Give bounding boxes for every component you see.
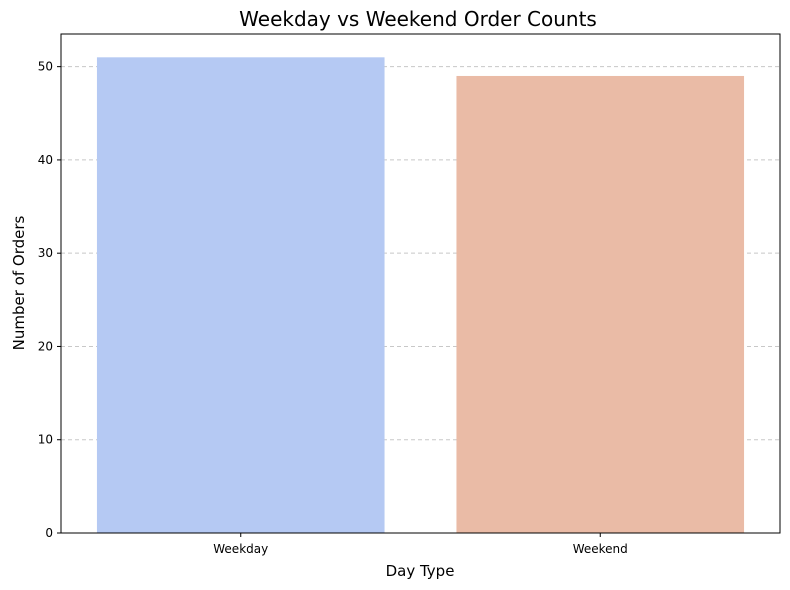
y-tick-label: 20 [38, 339, 53, 353]
y-tick-label: 50 [38, 60, 53, 74]
axes [57, 33, 781, 537]
x-tick-label: Weekday [213, 542, 268, 556]
plot-frame [60, 33, 781, 534]
y-tick-label: 40 [38, 153, 53, 167]
x-axis-label: Day Type [386, 562, 455, 580]
y-tick-label: 10 [38, 433, 53, 447]
tick-labels: 0 10 20 30 40 50 Weekday Weekend [38, 60, 628, 556]
bar-weekday [96, 57, 385, 534]
y-tick-label: 30 [38, 246, 53, 260]
x-tick-label: Weekend [573, 542, 628, 556]
bar-weekend [456, 75, 745, 534]
bars [96, 57, 745, 534]
y-tick-label: 0 [45, 526, 53, 540]
y-axis-label: Number of Orders [10, 215, 28, 350]
chart-title: Weekday vs Weekend Order Counts [239, 7, 597, 31]
